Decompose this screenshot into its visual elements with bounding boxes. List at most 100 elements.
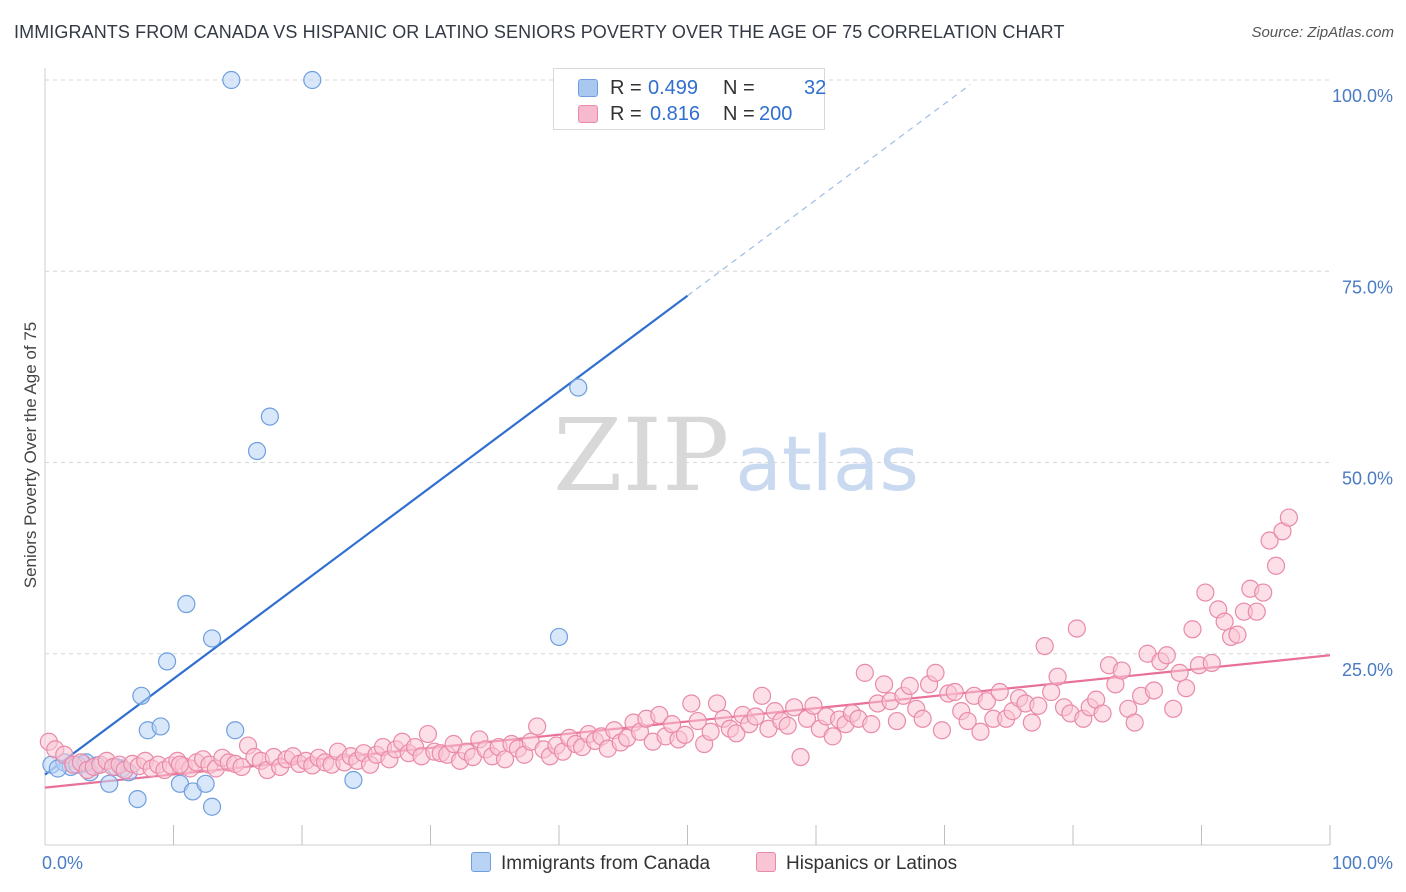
point-hispanic <box>675 725 695 744</box>
point-canada <box>222 70 241 90</box>
point-hispanic <box>1279 508 1298 527</box>
point-hispanic <box>418 724 438 744</box>
point-hispanic <box>1035 636 1054 656</box>
point-hispanic <box>1202 653 1221 673</box>
watermark-atlas: atlas <box>735 419 919 508</box>
point-hispanic <box>1260 531 1279 550</box>
point-hispanic <box>945 682 964 702</box>
point-hispanic <box>528 717 547 736</box>
point-hispanic <box>746 707 765 726</box>
y-tick-label: 75.0% <box>1342 277 1393 297</box>
source-label: Source: ZipAtlas.com <box>1251 24 1394 41</box>
y-tick-label: 25.0% <box>1342 660 1393 680</box>
point-hispanic <box>1067 619 1086 638</box>
point-canada <box>226 721 245 740</box>
point-hispanic <box>785 698 804 717</box>
point-hispanic <box>1215 612 1234 631</box>
legend-n-value: 32 <box>804 77 827 99</box>
point-canada <box>303 70 322 90</box>
legend-swatch-canada <box>578 79 598 97</box>
point-hispanic <box>1125 713 1144 732</box>
point-canada <box>549 627 569 647</box>
legend-n-label: N = <box>723 103 755 125</box>
y-tick-label: 50.0% <box>1342 469 1393 489</box>
point-hispanic <box>1266 556 1286 575</box>
data-points <box>39 70 1298 816</box>
point-hispanic <box>727 724 746 743</box>
point-hispanic <box>495 750 515 769</box>
point-canada <box>196 774 215 793</box>
point-hispanic <box>875 675 894 694</box>
point-hispanic <box>958 711 977 731</box>
point-hispanic <box>977 692 997 711</box>
point-hispanic <box>701 722 720 741</box>
point-hispanic <box>932 721 952 740</box>
x-tick-label-min: 0.0% <box>42 853 83 873</box>
point-canada <box>247 441 267 461</box>
point-canada <box>202 797 222 816</box>
legend-r-value: 0.816 <box>650 103 701 125</box>
point-hispanic <box>1144 681 1164 700</box>
bottom-legend-swatch-canada <box>471 852 491 872</box>
point-hispanic <box>1247 602 1266 621</box>
point-hispanic <box>1093 704 1112 723</box>
point-hispanic <box>707 694 727 713</box>
bottom-legend-hispanic: Hispanics or Latinos <box>756 852 957 875</box>
point-hispanic <box>650 705 669 725</box>
point-canada <box>569 378 588 397</box>
bottom-legend-label-hispanic: Hispanics or Latinos <box>786 853 958 874</box>
point-hispanic <box>752 686 772 705</box>
legend-n-value: 200 <box>759 103 793 125</box>
point-canada <box>100 774 119 793</box>
axes <box>44 68 1331 846</box>
point-hispanic <box>662 715 682 734</box>
point-hispanic <box>823 727 842 746</box>
point-canada <box>202 629 222 648</box>
point-hispanic <box>887 711 907 731</box>
point-hispanic <box>170 755 190 774</box>
point-hispanic <box>804 696 823 715</box>
y-tick-label: 100.0% <box>1332 86 1393 106</box>
point-hispanic <box>1022 713 1041 732</box>
point-canada <box>132 686 151 705</box>
point-hispanic <box>1164 699 1183 718</box>
point-hispanic <box>688 711 707 731</box>
point-hispanic <box>913 709 932 728</box>
point-hispanic <box>1112 661 1131 680</box>
point-canada <box>344 770 363 790</box>
point-hispanic <box>900 676 919 695</box>
point-hispanic <box>1042 682 1061 702</box>
legend-r-label: R = <box>610 77 642 99</box>
point-hispanic <box>1029 696 1048 715</box>
point-hispanic <box>1170 663 1189 682</box>
point-canada <box>260 407 279 426</box>
point-hispanic <box>682 694 701 713</box>
trendline-canada <box>44 294 689 776</box>
point-hispanic <box>971 722 990 741</box>
legend-swatch-hispanic <box>578 105 598 123</box>
point-hispanic <box>1048 667 1067 686</box>
legend-r-label: R = <box>610 103 642 125</box>
point-hispanic <box>791 747 810 767</box>
point-hispanic <box>1228 625 1247 644</box>
point-hispanic <box>1157 646 1176 665</box>
x-tick-label-max: 100.0% <box>1332 853 1393 873</box>
point-hispanic <box>855 663 874 682</box>
chart-title: IMMIGRANTS FROM CANADA VS HISPANIC OR LA… <box>14 22 1065 42</box>
legend-n-label: N = <box>723 77 755 99</box>
point-hispanic <box>862 715 881 734</box>
point-hispanic <box>232 757 251 777</box>
legend: R = 0.499 N = 32 R = 0.816 N = 200 <box>553 68 827 130</box>
point-hispanic <box>778 716 797 735</box>
point-canada <box>177 594 196 614</box>
point-hispanic <box>1183 620 1202 639</box>
point-hispanic <box>1176 679 1196 698</box>
point-canada <box>128 789 147 809</box>
bottom-legend-canada: Immigrants from Canada <box>471 852 710 875</box>
watermark: ZIPatlas <box>553 397 919 514</box>
grid <box>45 79 1330 655</box>
y-axis-title: Seniors Poverty Over the Age of 75 <box>21 322 40 588</box>
point-hispanic <box>1196 583 1215 602</box>
point-hispanic <box>926 663 945 682</box>
